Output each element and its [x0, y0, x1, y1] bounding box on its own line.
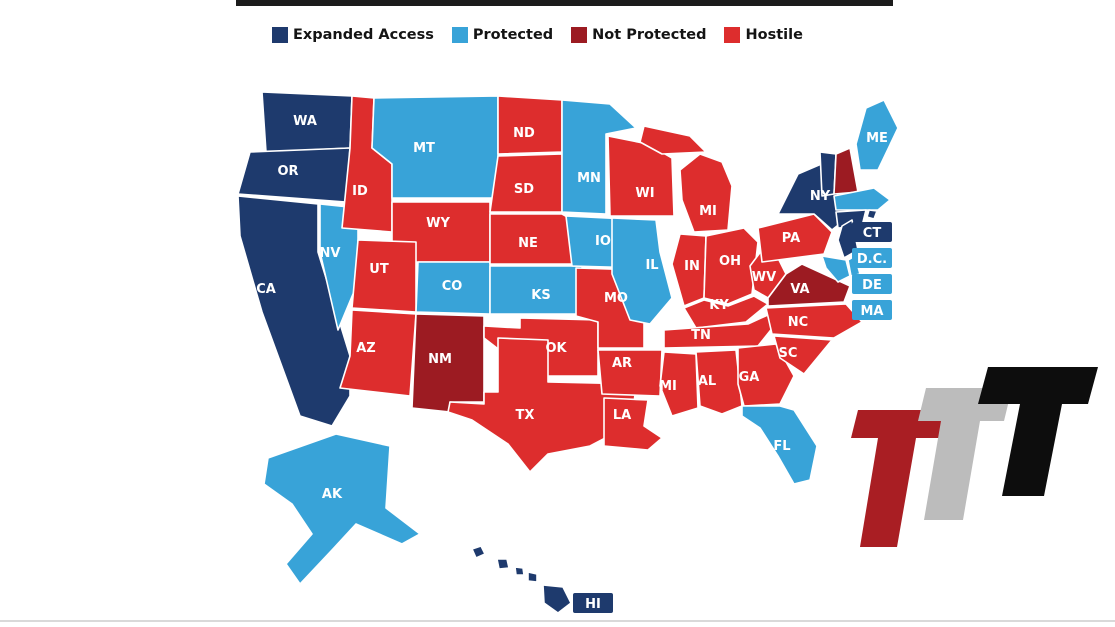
logo-letter-t-black: [978, 367, 1098, 496]
legend-item-not_protected: Not Protected: [571, 27, 706, 43]
state-label-nebraska: NE: [518, 236, 538, 251]
legend-swatch-protected: [451, 27, 468, 43]
state-label-north-carolina: NC: [788, 315, 808, 330]
state-label-oregon: OR: [277, 164, 298, 179]
state-illinois: [611, 217, 673, 325]
state-label-mississippi: MI: [659, 379, 677, 394]
state-indiana: [671, 233, 707, 307]
state-label-wisconsin: WI: [635, 186, 654, 201]
bottom-divider-line: [0, 620, 1115, 622]
legend-item-hostile: Hostile: [724, 27, 803, 43]
state-label-pennsylvania: PA: [782, 231, 800, 246]
logo-letter-t-red: [851, 410, 948, 547]
state-arizona: [339, 309, 417, 397]
state-ohio: [703, 227, 759, 305]
state-label-georgia: GA: [739, 370, 760, 385]
legend-label-hostile: Hostile: [745, 27, 803, 43]
badge-ma: [852, 300, 892, 320]
state-north-carolina: [765, 303, 863, 339]
state-label-ohio: OH: [719, 254, 741, 269]
legend-label-expanded: Expanded Access: [293, 27, 434, 43]
state-hawaii: [471, 545, 572, 614]
state-arkansas: [597, 349, 663, 397]
state-label-illinois: IL: [645, 258, 658, 273]
badge-de: [852, 274, 892, 294]
state-label-colorado: CO: [442, 279, 463, 294]
state-label-texas: TX: [516, 408, 535, 423]
badge-label-de: DE: [862, 278, 882, 293]
state-label-michigan: MI: [699, 204, 717, 219]
state-label-iowa: IO: [595, 234, 611, 249]
badge-dc: [852, 248, 892, 268]
state-rhode-island: [866, 209, 878, 220]
state-label-wyoming: WY: [426, 216, 450, 231]
state-california: [237, 195, 351, 427]
state-louisiana: [603, 397, 663, 451]
legend-item-expanded: Expanded Access: [272, 27, 434, 43]
state-label-missouri: MO: [604, 291, 628, 306]
state-label-washington: WA: [293, 114, 317, 129]
badge-label-hi: HI: [585, 597, 601, 612]
state-label-montana: MT: [413, 141, 435, 156]
state-label-south-carolina: SC: [779, 346, 798, 361]
state-label-utah: UT: [369, 262, 389, 277]
state-michigan: [639, 125, 707, 155]
state-south-carolina: [773, 335, 833, 375]
legend-swatch-expanded: [272, 27, 288, 43]
state-label-kansas: KS: [531, 288, 550, 303]
state-label-nevada: NV: [320, 246, 341, 261]
state-texas: [447, 337, 637, 473]
state-label-south-dakota: SD: [514, 182, 534, 197]
legend-item-protected: Protected: [451, 27, 554, 43]
state-pennsylvania: [757, 213, 833, 263]
state-alaska: [263, 433, 421, 585]
legend-label-protected: Protected: [472, 27, 554, 43]
state-label-virginia: VA: [790, 282, 809, 297]
state-label-california: CA: [256, 282, 276, 297]
state-label-oklahoma: OK: [545, 341, 567, 356]
logo-letter-t-gray: [918, 388, 1012, 520]
legend-label-not_protected: Not Protected: [592, 27, 707, 43]
badge-label-dc: D.C.: [857, 252, 887, 267]
state-label-tennessee: TN: [691, 328, 711, 343]
state-alabama: [695, 349, 743, 415]
badge-hi: [573, 593, 613, 613]
state-label-kentucky: KY: [709, 298, 729, 313]
state-label-alaska: AK: [322, 487, 343, 502]
state-maryland: [821, 255, 851, 283]
state-label-arkansas: AR: [612, 356, 632, 371]
legend-swatch-hostile: [724, 27, 741, 43]
badge-label-ma: MA: [861, 304, 884, 319]
state-label-indiana: IN: [684, 259, 700, 274]
state-florida: [741, 405, 818, 485]
state-label-idaho: ID: [352, 184, 368, 199]
badge-ct: [852, 222, 892, 242]
state-massachusetts: [833, 187, 891, 211]
state-michigan: [679, 153, 733, 233]
state-label-minnesota: MN: [577, 171, 601, 186]
state-mississippi: [659, 351, 699, 417]
legend-swatch-not_protected: [571, 27, 588, 43]
state-maine: [855, 99, 899, 171]
state-label-north-dakota: ND: [513, 126, 535, 141]
state-virginia: [767, 263, 851, 307]
state-minnesota: [561, 99, 637, 215]
state-label-maine: ME: [866, 131, 888, 146]
state-label-new-york: NY: [810, 189, 831, 204]
state-label-new-mexico: NM: [428, 352, 452, 367]
badge-label-ct: CT: [863, 226, 882, 241]
state-label-west-virginia: WV: [752, 270, 776, 285]
state-new-hampshire: [833, 147, 859, 195]
state-label-alabama: AL: [698, 374, 716, 389]
state-label-florida: FL: [773, 439, 790, 454]
state-north-dakota: [497, 95, 563, 155]
map-legend: Expanded Access Protected Not Protected Hos…: [272, 24, 803, 46]
state-label-louisiana: LA: [613, 408, 631, 423]
state-label-arizona: AZ: [356, 341, 376, 356]
top-divider-bar: [236, 0, 893, 6]
